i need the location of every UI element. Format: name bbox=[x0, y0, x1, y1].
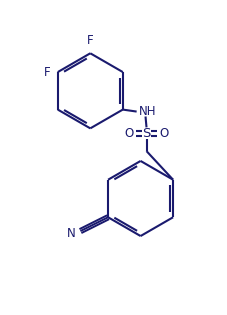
Text: N: N bbox=[67, 226, 75, 240]
Text: NH: NH bbox=[138, 105, 155, 118]
Text: O: O bbox=[123, 127, 133, 140]
Text: S: S bbox=[142, 127, 150, 140]
Text: F: F bbox=[86, 34, 93, 47]
Text: F: F bbox=[44, 66, 51, 78]
Text: O: O bbox=[159, 127, 168, 140]
